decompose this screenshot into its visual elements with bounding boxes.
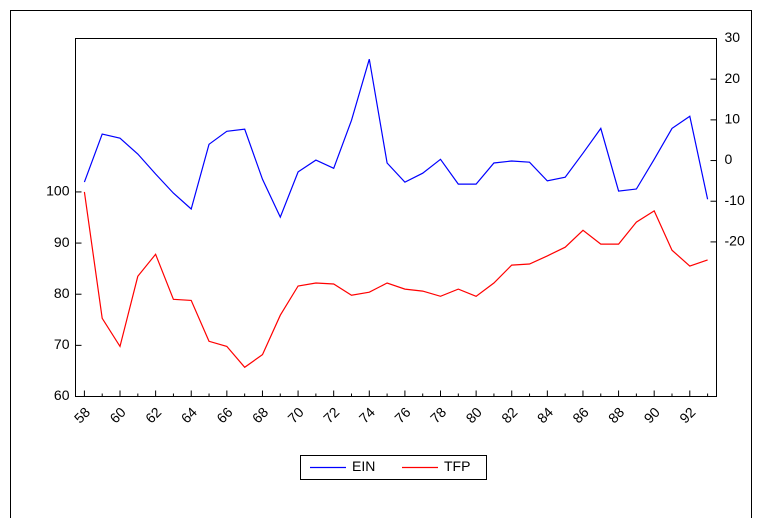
y2-tick-label: 0 [725,151,733,167]
plot-area [75,38,717,397]
x-tick-label: 60 [106,404,128,426]
x-tick-label: 64 [178,404,200,426]
y2-tick-label: 30 [725,29,741,45]
legend-label: TFP [444,458,470,474]
y2-tick-label: -20 [725,233,745,249]
x-tick-label: 74 [356,404,378,426]
y-tick-label: 70 [54,336,70,352]
y2-tick-label: 20 [725,70,741,86]
x-tick-label: 84 [534,404,556,426]
x-tick-label: 76 [391,404,413,426]
x-tick-label: 68 [249,404,271,426]
x-tick-label: 58 [71,404,93,426]
x-tick-label: 66 [213,404,235,426]
y-tick-label: 60 [54,387,70,403]
x-tick-label: 78 [427,404,449,426]
x-tick-label: 70 [284,404,306,426]
y-tick-label: 80 [54,285,70,301]
x-tick-label: 92 [676,404,698,426]
y2-tick-label: 10 [725,111,741,127]
x-tick-label: 62 [142,404,164,426]
x-tick-label: 80 [463,404,485,426]
frame [10,10,752,523]
legend-label: EIN [352,458,375,474]
x-tick-label: 72 [320,404,342,426]
series-line [83,59,709,219]
y2-tick-label: -10 [725,192,745,208]
x-tick-label: 82 [498,404,520,426]
x-tick-label: 86 [569,404,591,426]
y-tick-label: 90 [54,234,70,250]
series-line [83,191,708,369]
x-tick-label: 90 [641,404,663,426]
y-tick-label: 100 [46,183,70,199]
x-tick-label: 88 [605,404,627,426]
